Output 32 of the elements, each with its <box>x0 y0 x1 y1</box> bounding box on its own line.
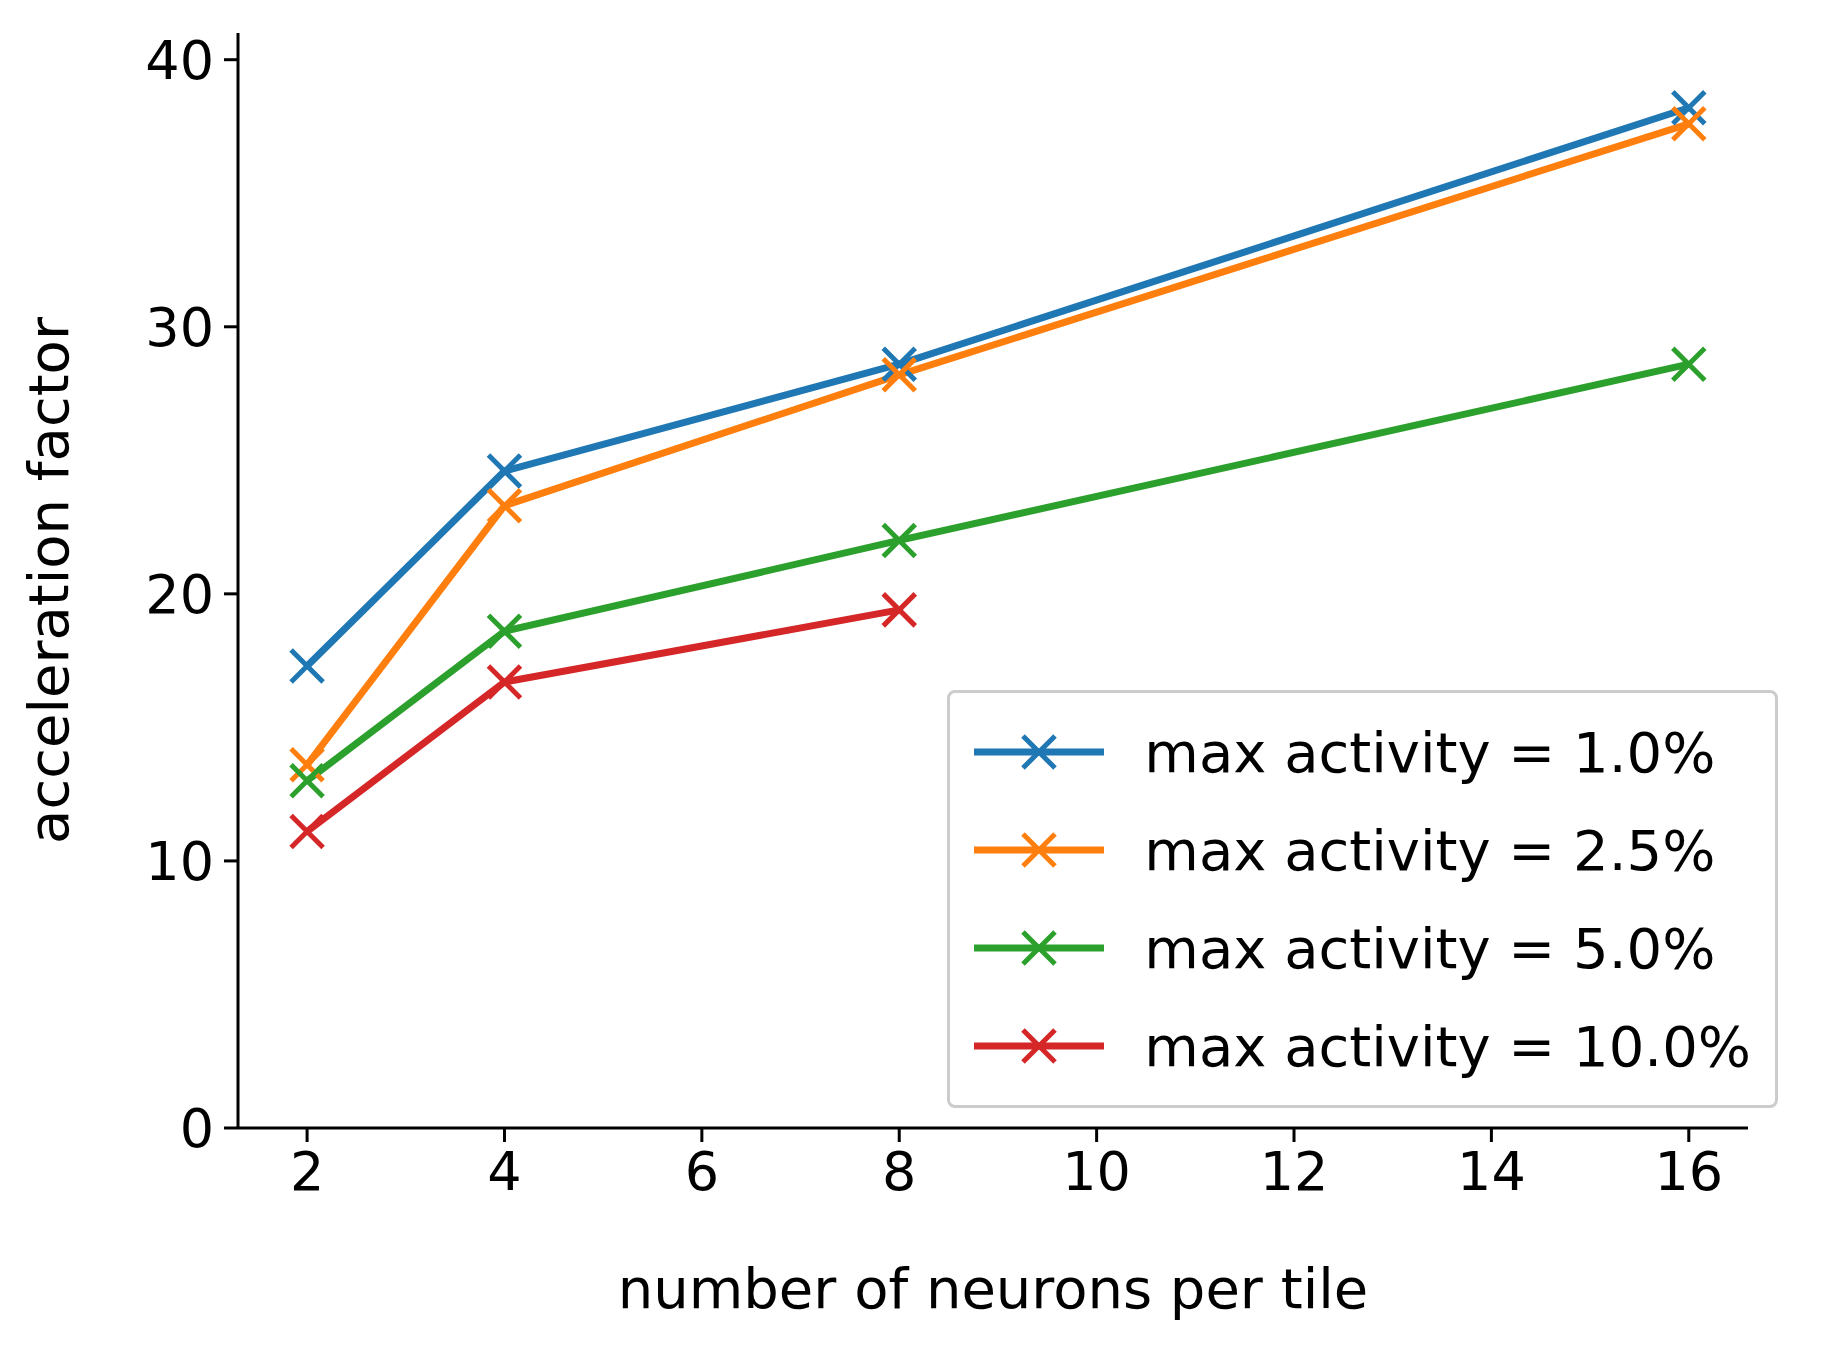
point <box>288 813 326 851</box>
x-axis-title: number of neurons per tile <box>617 1256 1369 1321</box>
point <box>1670 105 1708 143</box>
point <box>485 612 523 650</box>
y-tick-label: 20 <box>145 563 214 627</box>
legend-label: max activity = 5.0% <box>1144 915 1716 981</box>
y-axis-title: acceleration factor <box>15 316 81 844</box>
point <box>288 647 326 685</box>
y-tick-label: 30 <box>145 295 214 359</box>
x-tick-label: 14 <box>1457 1140 1526 1204</box>
point <box>485 452 523 490</box>
y-tick-label: 40 <box>145 28 214 92</box>
x-tick-label: 4 <box>487 1140 522 1204</box>
y-tick-label: 0 <box>179 1097 214 1161</box>
point <box>1670 345 1708 383</box>
legend-label: max activity = 2.5% <box>1144 817 1716 883</box>
x-tick-label: 6 <box>684 1140 720 1204</box>
point <box>485 487 523 525</box>
x-tick-label: 2 <box>289 1140 325 1204</box>
legend-label: max activity = 10.0% <box>1144 1013 1751 1079</box>
y-tick-label: 10 <box>145 830 214 894</box>
x-tick-label: 16 <box>1654 1140 1724 1204</box>
point <box>288 762 326 800</box>
point <box>485 663 523 701</box>
point <box>880 356 918 394</box>
x-tick-label: 8 <box>882 1140 917 1204</box>
legend-label: max activity = 1.0% <box>1144 719 1716 785</box>
x-tick-label: 10 <box>1062 1140 1131 1204</box>
point <box>880 345 918 383</box>
point <box>880 521 918 559</box>
point <box>880 591 918 629</box>
x-tick-label: 12 <box>1259 1140 1329 1204</box>
